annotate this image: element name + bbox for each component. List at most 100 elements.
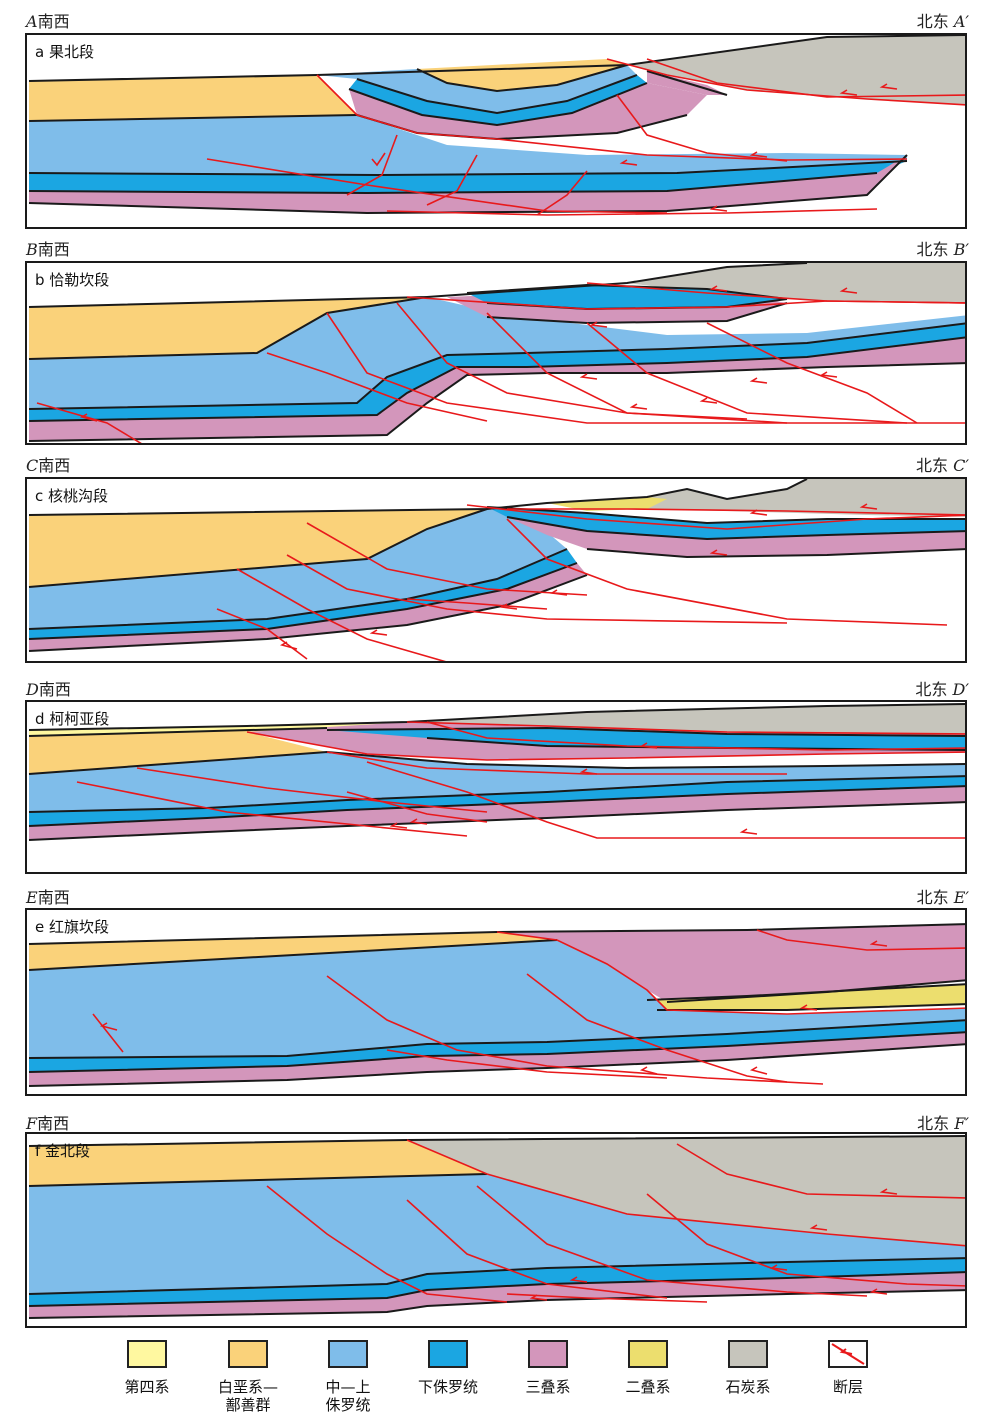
strata-boundary: [28, 1257, 965, 1295]
fault-line: [216, 608, 308, 660]
strata-boundary: [646, 70, 728, 96]
stratum-lj: [29, 1258, 965, 1306]
fault-slip-arrow-icon: [279, 641, 298, 650]
fault-slip-arrow-icon: [709, 205, 728, 212]
strata-boundary: [28, 785, 965, 827]
panel-d-segment-label: d 柯柯亚段: [35, 710, 110, 728]
fault-slip-arrow-icon: [589, 321, 608, 328]
stratum-lj: [29, 1020, 965, 1072]
fault-slip-arrow-icon: [529, 1294, 548, 1301]
fault-slip-arrow-icon: [699, 397, 718, 404]
panel-c-sw-label: C南西: [26, 456, 71, 475]
panel-b-sw-label: B南西: [26, 240, 70, 259]
legend-label-fault: 断层: [832, 1378, 863, 1396]
fault-line: [466, 504, 965, 530]
stratum-tr: [497, 924, 965, 1002]
fault-line: [266, 1185, 508, 1303]
fault-line: [246, 731, 965, 761]
fault-slip-arrow-icon: [99, 1022, 118, 1031]
strata-boundary: [416, 64, 628, 93]
panel-b-header: B南西 北东 B′: [0, 236, 999, 260]
legend-swatch-cretaceous: [228, 1340, 268, 1368]
fault-line: [346, 134, 398, 196]
fault-line: [316, 74, 908, 161]
fault-line: [526, 973, 788, 1083]
strata-boundary: [356, 74, 638, 115]
fault-line: [406, 721, 965, 735]
legend-label-lower-jurassic: 下侏罗统: [417, 1378, 478, 1396]
panel-f-ne-label: 北东 F′: [917, 1114, 969, 1133]
stratum-carb: [627, 479, 965, 517]
fault-line: [92, 1013, 124, 1053]
fault-slip-arrow-icon: [709, 549, 728, 556]
fault-slip-arrow-icon: [369, 629, 388, 636]
panel-a-segment-label: a 果北段: [35, 43, 94, 61]
fault-line: [506, 1293, 708, 1303]
panel-c-cross-section: [28, 479, 965, 661]
fault-line: [616, 94, 788, 162]
stratum-cret: [29, 509, 487, 587]
strata-boundary: [28, 562, 578, 640]
stratum-tr: [507, 517, 965, 557]
fault-line: [386, 1049, 668, 1079]
fault-slip-arrow-icon: [389, 822, 408, 829]
stratum-cret: [29, 728, 327, 774]
legend-label-cretaceous-2: 鄯善群: [225, 1396, 271, 1414]
legend-item-cretaceous: 白垩系— 鄯善群: [198, 1340, 298, 1414]
strata-boundary: [28, 574, 588, 652]
fault-line: [646, 58, 965, 98]
fault-slip-arrow-icon: [749, 377, 768, 384]
panel-c-segment-label: c 核桃沟段: [35, 487, 109, 505]
panel-d-ne-label: 北东 D′: [915, 680, 969, 699]
legend-item-mid-upper-jurassic: 中—上 侏罗统: [298, 1340, 398, 1414]
legend-item-fault: 断层: [798, 1340, 898, 1396]
fault-line: [496, 931, 965, 1015]
stratum-cret: [29, 75, 357, 121]
fault-line: [366, 761, 965, 839]
fault-slip-arrow-icon: [579, 373, 598, 380]
stratum-mju: [29, 1174, 965, 1294]
strata-boundary: [28, 775, 965, 813]
fault-slip-arrow-icon: [809, 1224, 828, 1231]
stratum-carb: [407, 704, 965, 734]
panel-e-section: e 红旗坎段: [25, 908, 967, 1096]
fault-line: [206, 158, 668, 214]
fault-slip-arrow-icon: [839, 287, 858, 294]
panel-a-ne-label: 北东 A′: [916, 12, 969, 31]
fault-line: [286, 554, 788, 624]
stratum-perm: [547, 497, 667, 511]
panel-b-section: b 恰勒坎段: [25, 261, 967, 445]
fault-line: [306, 522, 588, 596]
legend-label-mid-upper-jurassic: 中—上: [325, 1378, 371, 1396]
strata-boundary: [466, 283, 788, 300]
stratum-lj: [467, 285, 787, 309]
panel-f-segment-label: f 金北段: [35, 1142, 91, 1160]
stratum-tr: [29, 1032, 965, 1086]
strata-boundary: [28, 172, 878, 195]
panel-d-sw-label: D南西: [26, 680, 71, 699]
fault-slip-arrow-icon: [769, 1264, 788, 1271]
panel-a-cross-section: [28, 35, 965, 216]
panel-a-sw-label: A南西: [26, 12, 70, 31]
panel-e-cross-section: [28, 923, 965, 1087]
legend-swatch-lower-jurassic: [428, 1340, 468, 1368]
legend-swatch-fault: [828, 1340, 868, 1368]
legend-swatch-triassic: [528, 1340, 568, 1368]
stratum-perm: [647, 984, 965, 1010]
fault-line: [676, 1143, 965, 1199]
fault-slip-arrow-icon: [371, 152, 386, 167]
legend-swatch-quaternary: [127, 1340, 167, 1368]
fault-slip-arrow-icon: [739, 828, 758, 835]
legend-item-lower-jurassic: 下侏罗统: [398, 1340, 498, 1396]
legend-swatch-permian: [628, 1340, 668, 1368]
fault-slip-arrow-icon: [879, 83, 898, 90]
strata-boundary: [348, 82, 648, 127]
fault-slip-arrow-icon: [579, 768, 598, 775]
fault-symbol-icon: [831, 1343, 865, 1365]
fault-line: [326, 751, 787, 775]
legend-label-triassic: 三叠系: [525, 1378, 571, 1396]
fault-line: [586, 282, 965, 304]
strata-boundary: [28, 160, 908, 177]
fault-line: [426, 154, 478, 206]
legend-item-carboniferous: 石炭系: [698, 1340, 798, 1396]
